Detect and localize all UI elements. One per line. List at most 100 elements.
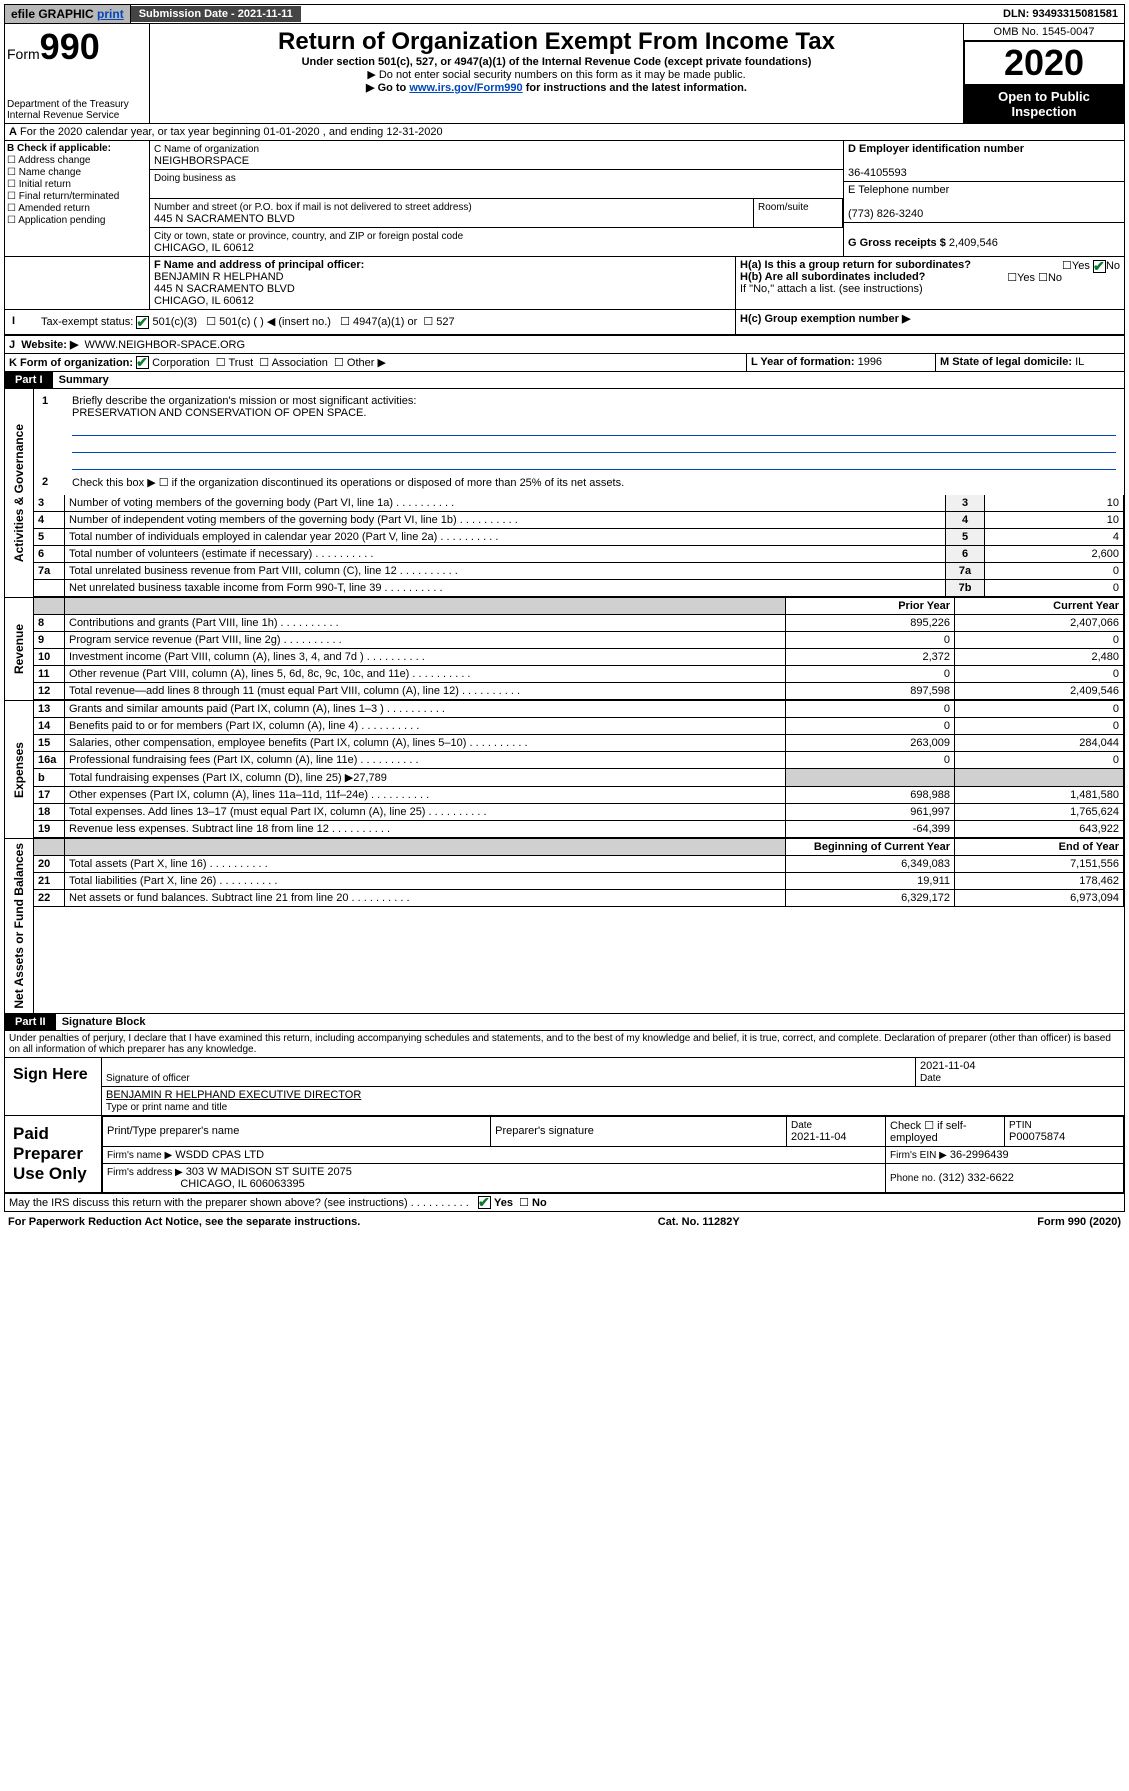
ein-value: 36-4105593 <box>848 167 907 179</box>
line-klm: K Form of organization: Corporation ☐ Tr… <box>4 354 1125 373</box>
mission: PRESERVATION AND CONSERVATION OF OPEN SP… <box>72 407 366 419</box>
chk-501c3[interactable] <box>136 316 149 329</box>
sign-date: 2021-11-04 <box>920 1060 975 1072</box>
room-label: Room/suite <box>758 202 809 213</box>
city-label: City or town, state or province, country… <box>154 231 463 242</box>
table-row: 12Total revenue—add lines 8 through 11 (… <box>34 683 1124 700</box>
governance-label: Activities & Governance <box>10 420 28 566</box>
pra-notice: For Paperwork Reduction Act Notice, see … <box>8 1216 360 1228</box>
submission-date: Submission Date - 2021-11-11 <box>131 6 301 22</box>
table-row: 9Program service revenue (Part VIII, lin… <box>34 632 1124 649</box>
dba-label: Doing business as <box>154 173 236 184</box>
q2: Check this box ▶ ☐ if the organization d… <box>72 477 624 489</box>
officer-label: F Name and address of principal officer: <box>154 259 364 271</box>
col-b: B Check if applicable: ☐ Address change … <box>5 141 150 256</box>
paid-preparer-label: Paid Preparer Use Only <box>5 1116 101 1192</box>
subtitle-1: Under section 501(c), 527, or 4947(a)(1)… <box>154 56 959 68</box>
section-bcdefg: B Check if applicable: ☐ Address change … <box>4 141 1125 257</box>
org-address: 445 N SACRAMENTO BLVD <box>154 213 295 225</box>
omb-number: OMB No. 1545-0047 <box>964 24 1124 41</box>
firm-ein: 36-2996439 <box>950 1149 1009 1161</box>
print-link[interactable]: print <box>97 7 124 21</box>
table-row: 4Number of independent voting members of… <box>34 512 1124 529</box>
table-row: 8Contributions and grants (Part VIII, li… <box>34 615 1124 632</box>
firm-city: CHICAGO, IL 606063395 <box>180 1178 304 1190</box>
tel-value: (773) 826-3240 <box>848 208 923 220</box>
line-a: A For the 2020 calendar year, or tax yea… <box>4 124 1125 141</box>
efile-link[interactable]: efile GRAPHIC print <box>5 5 131 23</box>
q1: Briefly describe the organization's miss… <box>72 395 416 407</box>
addr-label: Number and street (or P.O. box if mail i… <box>154 202 472 213</box>
table-row: Prior YearCurrent Year <box>34 598 1124 615</box>
tel-label: E Telephone number <box>848 184 949 196</box>
officer-sig-name: BENJAMIN R HELPHAND EXECUTIVE DIRECTOR <box>106 1089 361 1101</box>
table-row: Net unrelated business taxable income fr… <box>34 580 1124 597</box>
table-row: 10Investment income (Part VIII, column (… <box>34 649 1124 666</box>
table-row: 18Total expenses. Add lines 13–17 (must … <box>34 804 1124 821</box>
name-label: C Name of organization <box>154 144 259 155</box>
chk-initial[interactable]: ☐ Initial return <box>7 179 147 190</box>
table-row: 21Total liabilities (Part X, line 26)19,… <box>34 873 1124 890</box>
website: WWW.NEIGHBOR-SPACE.ORG <box>85 339 246 351</box>
state-domicile: IL <box>1075 356 1084 368</box>
part1-header: Part I Summary <box>4 372 1125 389</box>
gross-label: G Gross receipts $ <box>848 237 946 249</box>
form-ref: Form 990 (2020) <box>1037 1216 1121 1228</box>
table-row: 20Total assets (Part X, line 16)6,349,08… <box>34 856 1124 873</box>
subtitle-2: ▶ Do not enter social security numbers o… <box>154 68 959 81</box>
section-fh: F Name and address of principal officer:… <box>4 257 1125 310</box>
discuss-line: May the IRS discuss this return with the… <box>4 1194 1125 1213</box>
dln: DLN: 93493315081581 <box>997 6 1124 22</box>
subtitle-3: ▶ Go to www.irs.gov/Form990 for instruct… <box>154 81 959 94</box>
form-title: Return of Organization Exempt From Incom… <box>154 28 959 56</box>
table-row: 3Number of voting members of the governi… <box>34 495 1124 512</box>
dept: Department of the Treasury <box>7 99 129 110</box>
table-row: 16aProfessional fundraising fees (Part I… <box>34 752 1124 769</box>
hb-note: If "No," attach a list. (see instruction… <box>740 283 1120 295</box>
firm-addr: 303 W MADISON ST SUITE 2075 <box>186 1166 352 1178</box>
chk-name[interactable]: ☐ Name change <box>7 167 147 178</box>
netassets-label: Net Assets or Fund Balances <box>10 839 28 1013</box>
chk-final[interactable]: ☐ Final return/terminated <box>7 191 147 202</box>
chk-corp[interactable] <box>136 356 149 369</box>
ha-no[interactable] <box>1093 260 1106 273</box>
table-row: 15Salaries, other compensation, employee… <box>34 735 1124 752</box>
hc-label: H(c) Group exemption number ▶ <box>740 313 910 325</box>
discuss-yes[interactable] <box>478 1196 491 1209</box>
revenue-label: Revenue <box>10 620 28 678</box>
part2-header: Part II Signature Block <box>4 1014 1125 1031</box>
table-row: 7aTotal unrelated business revenue from … <box>34 563 1124 580</box>
year-formation: 1996 <box>858 356 882 368</box>
cat-no: Cat. No. 11282Y <box>658 1216 740 1228</box>
netassets-section: Net Assets or Fund Balances Beginning of… <box>4 839 1125 1014</box>
table-row: 13Grants and similar amounts paid (Part … <box>34 701 1124 718</box>
signature-area: Sign Here Signature of officer 2021-11-0… <box>4 1058 1125 1194</box>
org-city: CHICAGO, IL 60612 <box>154 242 254 254</box>
gross-value: 2,409,546 <box>949 237 998 249</box>
table-row: 19Revenue less expenses. Subtract line 1… <box>34 821 1124 838</box>
table-row: 22Net assets or fund balances. Subtract … <box>34 890 1124 907</box>
officer-addr: 445 N SACRAMENTO BLVD <box>154 283 295 295</box>
topbar: efile GRAPHIC print Submission Date - 20… <box>4 4 1125 24</box>
table-row: Beginning of Current YearEnd of Year <box>34 839 1124 856</box>
irs: Internal Revenue Service <box>7 110 119 121</box>
table-row: 17Other expenses (Part IX, column (A), l… <box>34 787 1124 804</box>
form-header: Form990 Department of the TreasuryIntern… <box>4 24 1125 124</box>
declaration: Under penalties of perjury, I declare th… <box>4 1031 1125 1058</box>
officer-city: CHICAGO, IL 60612 <box>154 295 254 307</box>
tax-year: 2020 <box>964 41 1124 85</box>
instructions-link[interactable]: www.irs.gov/Form990 <box>409 82 522 94</box>
line-j: J Website: ▶ WWW.NEIGHBOR-SPACE.ORG <box>4 336 1125 354</box>
table-row: 14Benefits paid to or for members (Part … <box>34 718 1124 735</box>
chk-pending[interactable]: ☐ Application pending <box>7 215 147 226</box>
ha-label: H(a) Is this a group return for subordin… <box>740 259 971 271</box>
chk-amended[interactable]: ☐ Amended return <box>7 203 147 214</box>
chk-address[interactable]: ☐ Address change <box>7 155 147 166</box>
hb-label: H(b) Are all subordinates included? <box>740 271 925 283</box>
firm-name: WSDD CPAS LTD <box>175 1149 264 1161</box>
table-row: 5Total number of individuals employed in… <box>34 529 1124 546</box>
expenses-label: Expenses <box>10 738 28 802</box>
table-row: bTotal fundraising expenses (Part IX, co… <box>34 769 1124 787</box>
form-number: Form990 <box>7 26 147 68</box>
expenses-section: Expenses 13Grants and similar amounts pa… <box>4 701 1125 839</box>
